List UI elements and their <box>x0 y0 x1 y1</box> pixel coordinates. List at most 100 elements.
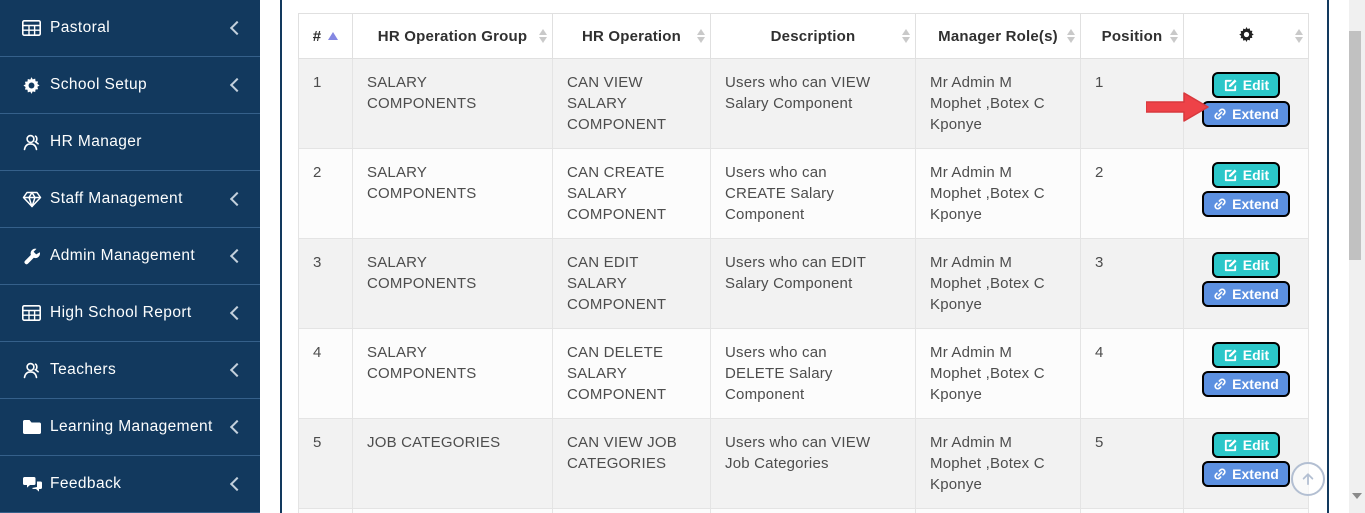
wrench-icon <box>22 247 50 266</box>
extend-button-label: Extend <box>1232 106 1279 122</box>
sidebar-item-admin-management[interactable]: Admin Management <box>0 228 260 285</box>
extend-button[interactable]: Extend <box>1202 191 1290 217</box>
col-header-num[interactable]: # <box>298 13 353 59</box>
vertical-scrollbar[interactable] <box>1349 0 1365 513</box>
sidebar-item-staff-management[interactable]: Staff Management <box>0 171 260 228</box>
link-icon <box>1213 107 1227 121</box>
chevron-left-icon <box>229 305 245 321</box>
cell-actions: Edit Extend <box>1183 328 1309 419</box>
sidebar-item-hr-manager[interactable]: HR Manager <box>0 114 260 171</box>
link-icon <box>1213 377 1227 391</box>
cell-managers: Mr Admin M Mophet ,Botex C Kponye <box>915 418 1081 509</box>
edit-icon <box>1223 348 1238 363</box>
cell-description: Users who can VIEW Job Categories <box>710 418 916 509</box>
chevron-left-icon <box>229 419 245 435</box>
cell-position: 3 <box>1080 238 1184 329</box>
cell-managers: Mr Admin M Mophet ,Botex C Kponye <box>915 58 1081 149</box>
sidebar-item-learning-management[interactable]: Learning Management <box>0 399 260 456</box>
edit-icon <box>1223 78 1238 93</box>
sidebar-item-label: Staff Management <box>50 190 183 207</box>
cell-managers: Mr Admin M Mophet ,Botex C Kponye <box>915 238 1081 329</box>
sidebar-item-feedback[interactable]: Feedback <box>0 456 260 513</box>
extend-button[interactable]: Extend <box>1202 281 1290 307</box>
sort-icons <box>1067 29 1075 43</box>
comments-icon <box>22 476 50 493</box>
cell-group: SALARY COMPONENTS <box>352 58 553 149</box>
edit-button-label: Edit <box>1242 167 1270 183</box>
edit-button[interactable]: Edit <box>1211 72 1281 98</box>
scroll-to-top-button[interactable] <box>1291 462 1325 496</box>
table-icon <box>22 305 50 321</box>
edit-button-label: Edit <box>1242 77 1270 93</box>
extend-button-label: Extend <box>1232 376 1279 392</box>
col-header-label: # <box>312 27 322 45</box>
cell-actions: Edit Extend <box>1183 418 1309 509</box>
sidebar-item-label: School Setup <box>50 76 148 93</box>
edit-button[interactable]: Edit <box>1211 432 1281 458</box>
table-row: 3 SALARY COMPONENTS CAN EDIT SALARY COMP… <box>298 238 1309 329</box>
cell-position: 2 <box>1080 148 1184 239</box>
sidebar-item-label: High School Report <box>50 304 192 321</box>
table-header-row: # HR Operation Group HR Operation Descri… <box>298 13 1309 59</box>
cell-position: 4 <box>1080 328 1184 419</box>
scrollbar-thumb[interactable] <box>1349 31 1361 260</box>
user-icon <box>22 133 50 151</box>
gear-icon <box>22 76 50 95</box>
cell-managers: Mr Admin M Mophet ,Botex C Kponye <box>915 328 1081 419</box>
cell-group: JOB CATEGORIES <box>352 508 553 513</box>
edit-button[interactable]: Edit <box>1211 162 1281 188</box>
sort-icons <box>1295 29 1303 43</box>
cell-description: Users who can VIEW Salary Component <box>710 58 916 149</box>
sidebar-item-high-school-report[interactable]: High School Report <box>0 285 260 342</box>
extend-button-label: Extend <box>1232 196 1279 212</box>
col-header-label: HR Operation <box>581 27 682 45</box>
red-arrow-annotation <box>1145 92 1210 122</box>
cell-actions: Edit Extend <box>1183 238 1309 329</box>
cell-operation: CAN CREATE <box>552 508 711 513</box>
col-header-hr-operation-group[interactable]: HR Operation Group <box>352 13 553 59</box>
cell-num: 4 <box>298 328 353 419</box>
edit-icon <box>1223 168 1238 183</box>
cell-operation: CAN VIEW SALARY COMPONENT <box>552 58 711 149</box>
col-header-manager-roles[interactable]: Manager Role(s) <box>915 13 1081 59</box>
edit-button-label: Edit <box>1242 257 1270 273</box>
cell-group: JOB CATEGORIES <box>352 418 553 509</box>
cell-num: 3 <box>298 238 353 329</box>
sidebar-item-pastoral[interactable]: Pastoral <box>0 0 260 57</box>
content-card-right-border <box>1327 0 1329 513</box>
table-icon <box>22 20 50 36</box>
cell-num: 1 <box>298 58 353 149</box>
cell-description: Users who can CREATE Salary Component <box>710 148 916 239</box>
cell-actions: Edit Extend <box>1183 148 1309 239</box>
cell-operation: CAN CREATE SALARY COMPONENT <box>552 148 711 239</box>
col-header-description[interactable]: Description <box>710 13 916 59</box>
link-icon <box>1213 467 1227 481</box>
cell-actions: Edit Extend <box>1183 508 1309 513</box>
col-header-actions[interactable] <box>1183 13 1309 59</box>
chevron-left-icon <box>229 191 245 207</box>
sidebar-item-school-setup[interactable]: School Setup <box>0 57 260 114</box>
cell-actions: Edit Extend <box>1183 58 1309 149</box>
col-header-label: Description <box>770 27 856 45</box>
cell-num: 2 <box>298 148 353 239</box>
sidebar-item-label: Admin Management <box>50 247 196 264</box>
scrollbar-down-arrow[interactable] <box>1352 493 1362 499</box>
edit-button-label: Edit <box>1242 347 1270 363</box>
edit-button[interactable]: Edit <box>1211 342 1281 368</box>
gear-icon <box>1238 26 1255 47</box>
edit-button[interactable]: Edit <box>1211 252 1281 278</box>
table-row: 1 SALARY COMPONENTS CAN VIEW SALARY COMP… <box>298 58 1309 149</box>
table-row: 6 JOB CATEGORIES CAN CREATE Users who ca… <box>298 508 1309 513</box>
sidebar-item-label: HR Manager <box>50 133 142 150</box>
extend-button[interactable]: Extend <box>1202 461 1290 487</box>
col-header-label: Position <box>1101 27 1163 45</box>
col-header-hr-operation[interactable]: HR Operation <box>552 13 711 59</box>
chevron-left-icon <box>229 476 245 492</box>
extend-button[interactable]: Extend <box>1202 101 1290 127</box>
col-header-position[interactable]: Position <box>1080 13 1184 59</box>
cell-num: 6 <box>298 508 353 513</box>
sidebar-item-teachers[interactable]: Teachers <box>0 342 260 399</box>
extend-button[interactable]: Extend <box>1202 371 1290 397</box>
sort-asc-active-icon <box>328 31 339 40</box>
